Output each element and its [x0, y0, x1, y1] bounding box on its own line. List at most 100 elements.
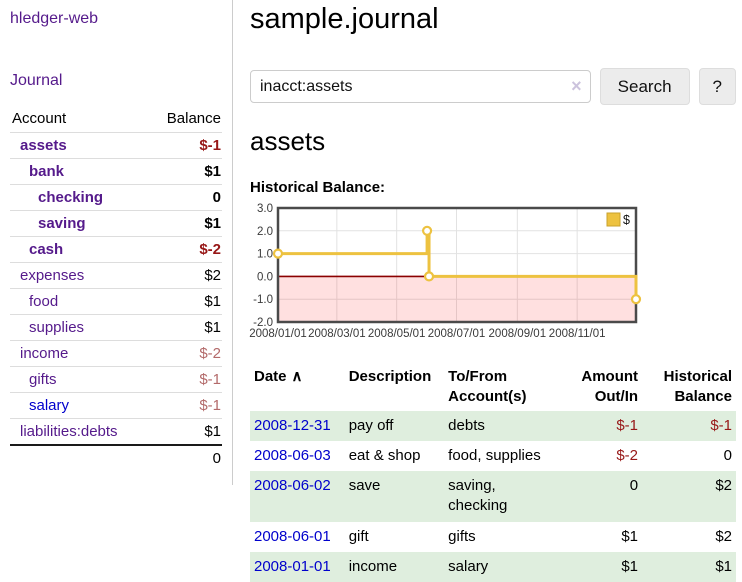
account-balance: $1 — [148, 289, 222, 315]
search-input[interactable] — [250, 70, 591, 103]
app-brand-link[interactable]: hledger-web — [10, 10, 98, 28]
account-link[interactable]: salary — [29, 397, 69, 414]
register-row: 2008-12-31pay offdebts$-1$-1 — [250, 411, 736, 441]
transaction-amount: 0 — [577, 471, 642, 522]
account-row: liabilities:debts $1 — [10, 419, 222, 446]
hledger-web-app: hledger-web Journal Account Balance asse… — [0, 0, 742, 582]
transaction-description: gift — [345, 522, 444, 552]
register-table: Date ∧ Description To/From Account(s) Amo… — [250, 364, 736, 582]
account-row: bank $1 — [10, 159, 222, 185]
account-balance: $-2 — [148, 237, 222, 263]
transaction-date-link[interactable]: 2008-06-01 — [254, 528, 331, 545]
accounts-total-value: 0 — [148, 445, 222, 471]
historical-balance-chart[interactable]: $3.02.01.00.0-1.0-2.02008/01/012008/03/0… — [250, 205, 650, 339]
account-link[interactable]: bank — [29, 163, 64, 180]
account-row: cash $-2 — [10, 237, 222, 263]
register-row: 2008-06-03eat & shopfood, supplies$-20 — [250, 441, 736, 471]
account-link[interactable]: gifts — [29, 371, 57, 388]
account-link[interactable]: checking — [38, 189, 103, 206]
transaction-balance: $2 — [642, 522, 736, 552]
account-heading: assets — [250, 126, 736, 157]
account-row: salary $-1 — [10, 393, 222, 419]
help-button[interactable]: ? — [699, 68, 736, 105]
account-balance: $-1 — [148, 367, 222, 393]
transaction-date-link[interactable]: 2008-06-03 — [254, 447, 331, 464]
sidebar: hledger-web Journal Account Balance asse… — [0, 0, 233, 485]
transaction-amount: $1 — [577, 522, 642, 552]
sidebar-item-journal[interactable]: Journal — [10, 72, 62, 90]
y-axis-tick: 2.0 — [257, 226, 273, 238]
account-link[interactable]: food — [29, 293, 58, 310]
transaction-balance: $1 — [642, 552, 736, 582]
chart-legend: $ — [607, 213, 630, 227]
x-axis-tick: 2008/09/01 — [489, 328, 547, 340]
account-row: income $-2 — [10, 341, 222, 367]
account-row: saving$1 — [10, 211, 222, 237]
transaction-accounts: salary — [444, 552, 577, 582]
transaction-accounts: debts — [444, 411, 577, 441]
transaction-accounts: gifts — [444, 522, 577, 552]
transaction-amount: $-1 — [577, 411, 642, 441]
svg-text:$: $ — [623, 213, 630, 227]
register-row: 2008-06-01 giftgifts$1$2 — [250, 522, 736, 552]
page-title: sample.journal — [250, 3, 736, 36]
transaction-date-link[interactable]: 2008-12-31 — [254, 417, 331, 434]
transaction-date-link[interactable]: 2008-06-02 — [254, 477, 331, 494]
account-balance: $-1 — [148, 393, 222, 419]
account-row: assets $-1 — [10, 133, 222, 159]
account-row: expenses $2 — [10, 263, 222, 289]
transaction-description: pay off — [345, 411, 444, 441]
x-axis-tick: 2008/01/01 — [249, 328, 307, 340]
x-axis-tick: 2008/05/01 — [368, 328, 426, 340]
account-link[interactable]: saving — [38, 215, 86, 232]
account-row: checking 0 — [10, 185, 222, 211]
register-header-description: Description — [345, 364, 444, 411]
account-link[interactable]: expenses — [20, 267, 84, 284]
account-balance: $2 — [148, 263, 222, 289]
account-link[interactable]: liabilities:debts — [20, 423, 118, 440]
accounts-header-account: Account — [10, 106, 148, 133]
transaction-balance: $-1 — [642, 411, 736, 441]
account-link[interactable]: income — [20, 345, 68, 362]
transaction-accounts: saving, checking — [444, 471, 577, 522]
chart-title: Historical Balance: — [250, 179, 736, 196]
search-button[interactable]: Search — [600, 68, 690, 105]
y-axis-tick: 0.0 — [257, 271, 273, 283]
transaction-accounts: food, supplies — [444, 441, 577, 471]
account-row: food $1 — [10, 289, 222, 315]
register-header-accounts: To/From Account(s) — [444, 364, 577, 411]
sort-asc-icon: ∧ — [292, 368, 303, 385]
account-balance: $-1 — [148, 133, 222, 159]
register-header-amount: Amount Out/In — [577, 364, 642, 411]
transaction-amount: $1 — [577, 552, 642, 582]
account-link[interactable]: cash — [29, 241, 63, 258]
accounts-header-balance: Balance — [148, 106, 222, 133]
x-axis-tick: 2008/03/01 — [308, 328, 366, 340]
transaction-description: save — [345, 471, 444, 522]
account-row: gifts $-1 — [10, 367, 222, 393]
register-header-balance: Historical Balance — [642, 364, 736, 411]
register-row: 2008-06-02 savesaving, checking0$2 — [250, 471, 736, 522]
account-balance: $1 — [148, 315, 222, 341]
account-balance: $1 — [148, 419, 222, 446]
chart-canvas[interactable]: $3.02.01.00.0-1.0-2.02008/01/012008/03/0… — [250, 205, 650, 339]
y-axis-tick: 3.0 — [257, 203, 273, 215]
register-row: 2008-01-01incomesalary$1$1 — [250, 552, 736, 582]
account-row: supplies $1 — [10, 315, 222, 341]
y-axis-tick: 1.0 — [257, 249, 273, 261]
transaction-balance: $2 — [642, 471, 736, 522]
accounts-table: Account Balance assets $-1 bank $1 checking 0… — [10, 106, 222, 471]
account-balance: $1 — [148, 159, 222, 185]
x-axis-tick: 2008/07/01 — [428, 328, 486, 340]
x-axis-tick: 2008/11/01 — [549, 328, 606, 340]
account-link[interactable]: supplies — [29, 319, 84, 336]
transaction-description: eat & shop — [345, 441, 444, 471]
account-balance: 0 — [148, 185, 222, 211]
account-link[interactable]: assets — [20, 137, 67, 154]
register-header-date[interactable]: Date ∧ — [250, 364, 345, 411]
register-header-date-label: Date — [254, 368, 287, 385]
accounts-total-row: 0 — [10, 445, 222, 471]
account-balance: $-2 — [148, 341, 222, 367]
clear-search-icon[interactable]: × — [571, 75, 582, 97]
transaction-date-link[interactable]: 2008-01-01 — [254, 558, 331, 575]
